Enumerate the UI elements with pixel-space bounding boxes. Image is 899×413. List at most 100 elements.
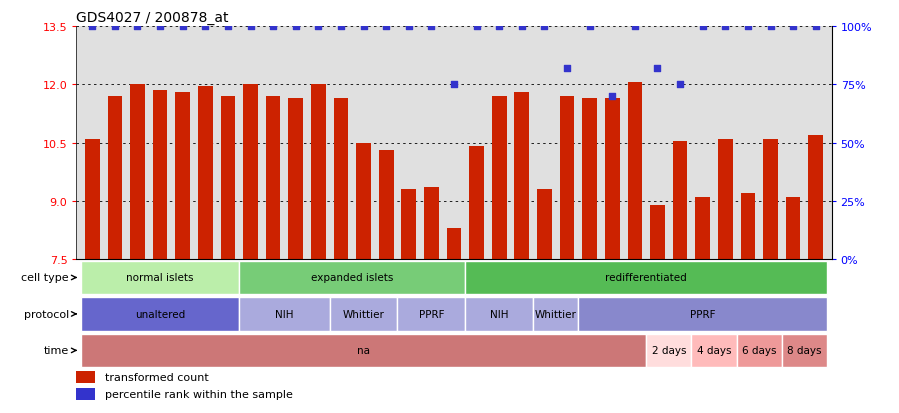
Bar: [786, 197, 800, 260]
Bar: [198, 87, 213, 260]
Point: [583, 24, 597, 30]
Point: [786, 24, 800, 30]
Bar: [718, 139, 733, 260]
Bar: [533, 297, 578, 331]
Bar: [220, 97, 236, 260]
Text: 8 days: 8 days: [788, 346, 822, 356]
Bar: [782, 334, 827, 367]
Bar: [605, 99, 619, 260]
Point: [108, 24, 122, 30]
Text: unaltered: unaltered: [135, 309, 185, 319]
Point: [153, 24, 167, 30]
Text: expanded islets: expanded islets: [311, 273, 394, 283]
Bar: [578, 297, 827, 331]
Point: [492, 24, 506, 30]
Bar: [239, 261, 466, 294]
Bar: [447, 228, 461, 260]
Bar: [130, 85, 145, 260]
Bar: [691, 334, 736, 367]
Point: [266, 24, 280, 30]
Bar: [695, 197, 710, 260]
Bar: [560, 97, 574, 260]
Point: [605, 93, 619, 100]
Bar: [672, 141, 688, 260]
Point: [447, 82, 461, 88]
Text: Whittier: Whittier: [343, 309, 385, 319]
Point: [650, 65, 664, 72]
Text: 2 days: 2 days: [652, 346, 686, 356]
Bar: [289, 99, 303, 260]
Text: GDS4027 / 200878_at: GDS4027 / 200878_at: [76, 11, 229, 25]
Point: [808, 24, 823, 30]
Bar: [76, 371, 95, 383]
Bar: [153, 91, 167, 260]
Point: [198, 24, 212, 30]
Point: [741, 24, 755, 30]
Point: [175, 24, 190, 30]
Bar: [356, 143, 371, 260]
Bar: [537, 190, 552, 260]
Text: 6 days: 6 days: [742, 346, 777, 356]
Bar: [402, 190, 416, 260]
Bar: [628, 83, 642, 260]
Bar: [397, 297, 466, 331]
Text: protocol: protocol: [23, 309, 69, 319]
Point: [244, 24, 258, 30]
Text: na: na: [357, 346, 370, 356]
Bar: [334, 99, 348, 260]
Bar: [108, 97, 122, 260]
Text: Whittier: Whittier: [535, 309, 576, 319]
Text: transformed count: transformed count: [105, 372, 209, 382]
Bar: [239, 297, 330, 331]
Point: [672, 82, 687, 88]
Point: [289, 24, 303, 30]
Bar: [492, 97, 506, 260]
Point: [469, 24, 484, 30]
Bar: [266, 97, 280, 260]
Point: [221, 24, 236, 30]
Text: PPRF: PPRF: [690, 309, 716, 319]
Point: [718, 24, 733, 30]
Text: normal islets: normal islets: [127, 273, 194, 283]
Bar: [583, 99, 597, 260]
Text: time: time: [44, 346, 69, 356]
Bar: [76, 388, 95, 400]
Point: [402, 24, 416, 30]
Bar: [85, 139, 100, 260]
Bar: [808, 135, 823, 260]
Bar: [469, 147, 484, 260]
Bar: [736, 334, 782, 367]
Bar: [81, 297, 239, 331]
Text: PPRF: PPRF: [419, 309, 444, 319]
Bar: [81, 334, 646, 367]
Bar: [424, 188, 439, 260]
Point: [514, 24, 529, 30]
Point: [311, 24, 325, 30]
Point: [763, 24, 778, 30]
Point: [538, 24, 552, 30]
Text: percentile rank within the sample: percentile rank within the sample: [105, 389, 293, 399]
Bar: [763, 139, 778, 260]
Point: [560, 65, 574, 72]
Point: [424, 24, 439, 30]
Point: [130, 24, 145, 30]
Bar: [514, 93, 530, 260]
Text: NIH: NIH: [490, 309, 509, 319]
Text: 4 days: 4 days: [697, 346, 731, 356]
Bar: [81, 261, 239, 294]
Bar: [175, 93, 190, 260]
Point: [696, 24, 710, 30]
Bar: [466, 297, 533, 331]
Bar: [243, 85, 258, 260]
Point: [628, 24, 642, 30]
Point: [356, 24, 370, 30]
Text: cell type: cell type: [22, 273, 69, 283]
Text: redifferentiated: redifferentiated: [605, 273, 687, 283]
Bar: [330, 297, 397, 331]
Text: NIH: NIH: [275, 309, 294, 319]
Bar: [466, 261, 827, 294]
Point: [379, 24, 394, 30]
Point: [85, 24, 100, 30]
Bar: [646, 334, 691, 367]
Bar: [741, 194, 755, 260]
